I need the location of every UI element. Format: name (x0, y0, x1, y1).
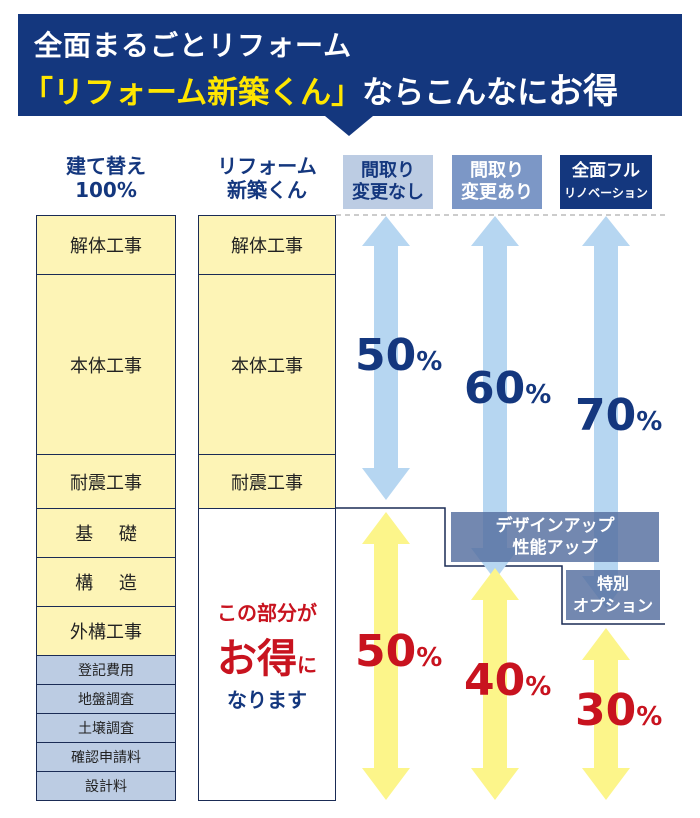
rebuild-design-fee: 設計料 (36, 771, 176, 801)
reform-seismic: 耐震工事 (198, 454, 336, 509)
savings-box: この部分が お得に なります (198, 508, 336, 801)
rebuild-foundation: 基 礎 (36, 508, 176, 558)
savings-l2a: お得 (217, 635, 297, 682)
cost-pct-plan1-value: 50 (355, 330, 417, 381)
save-pct-plan1: 50% (355, 626, 442, 677)
special-option-l2: オプション (572, 596, 653, 615)
reform-demolition: 解体工事 (198, 215, 336, 275)
savings-l2b: に (297, 652, 317, 677)
save-pct-plan3-sign: % (636, 702, 663, 732)
save-pct-plan2-value: 40 (464, 655, 526, 706)
save-pct-plan3: 30% (575, 685, 662, 736)
title-mid: ならこんなに (362, 75, 549, 111)
save-pct-plan2: 40% (464, 655, 551, 706)
savings-l3: なります (227, 687, 307, 712)
cost-pct-plan1: 50% (355, 330, 442, 381)
tag-plan1: 間取り 変更なし (343, 155, 433, 209)
design-upgrade-box: デザインアップ 性能アップ (451, 512, 659, 562)
cost-pct-plan2-value: 60 (464, 363, 526, 414)
rebuild-main-construction: 本体工事 (36, 274, 176, 455)
arrow-save-plan2 (471, 568, 519, 800)
arrow-save-plan3 (582, 628, 630, 800)
arrow-cost-plan3 (582, 216, 630, 608)
tag-plan3-l2: リノベーション (564, 186, 648, 200)
tag-plan2: 間取り 変更あり (452, 155, 542, 209)
title-line2: 「リフォーム新築くん」ならこんなにお得 (22, 63, 618, 114)
save-pct-plan1-value: 50 (355, 626, 417, 677)
tag-plan3-l1: 全面フル (571, 161, 640, 181)
tag-plan1-l2: 変更なし (352, 182, 424, 203)
save-pct-plan3-value: 30 (575, 685, 637, 736)
header-banner (18, 14, 682, 116)
title-product-name: 「リフォーム新築くん」 (22, 75, 363, 111)
title-end: お得 (548, 72, 619, 112)
tag-plan2-l1: 間取り (470, 160, 524, 181)
arrow-cost-plan1 (362, 216, 410, 500)
tag-plan1-l1: 間取り (361, 160, 415, 181)
arrow-cost-plan2 (471, 216, 519, 580)
arrow-save-plan1 (362, 512, 410, 800)
special-option-l1: 特別 (596, 574, 629, 593)
col-head-reform-l2: 新築くん (227, 178, 307, 202)
save-pct-plan1-sign: % (416, 643, 443, 673)
rebuild-exterior: 外構工事 (36, 606, 176, 656)
performance-upgrade-label: 性能アップ (512, 538, 598, 558)
special-option-box: 特別 オプション (566, 570, 660, 620)
cost-pct-plan3: 70% (575, 390, 662, 441)
rebuild-structure: 構 造 (36, 557, 176, 607)
title-line1: 全面まるごとリフォーム (34, 29, 353, 62)
col-head-reform-l1: リフォーム (217, 154, 317, 178)
cost-pct-plan2-sign: % (525, 380, 552, 410)
banner-pointer (325, 116, 373, 136)
col-head-rebuild-l1: 建て替え (66, 154, 146, 178)
save-pct-plan2-sign: % (525, 672, 552, 702)
col-head-reform: リフォーム 新築くん (198, 154, 336, 202)
design-upgrade-label: デザインアップ (495, 516, 615, 536)
cost-pct-plan3-sign: % (636, 407, 663, 437)
cost-pct-plan1-sign: % (416, 347, 443, 377)
col-head-rebuild-l2: 100% (75, 178, 137, 202)
cost-pct-plan2: 60% (464, 363, 551, 414)
savings-l1: この部分が (217, 600, 317, 625)
tag-plan3: 全面フルリノベーション (560, 155, 652, 209)
col-head-rebuild: 建て替え 100% (36, 154, 176, 202)
cost-pct-plan3-value: 70 (575, 390, 637, 441)
rebuild-soil-survey: 土壌調査 (36, 713, 176, 743)
rebuild-seismic: 耐震工事 (36, 454, 176, 509)
rebuild-demolition: 解体工事 (36, 215, 176, 275)
rebuild-application-fee: 確認申請料 (36, 742, 176, 772)
tag-plan2-l2: 変更あり (461, 182, 533, 203)
